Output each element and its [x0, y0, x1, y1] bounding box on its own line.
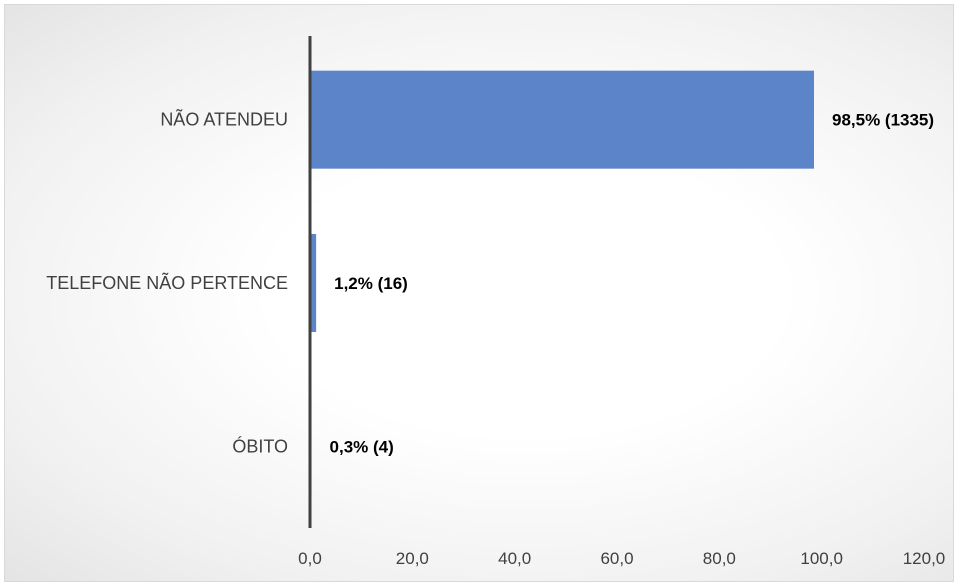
x-tick-label: 60,0: [600, 549, 633, 568]
x-tick-label: 120,0: [903, 549, 946, 568]
data-label: 0,3% (4): [330, 437, 394, 456]
data-label: 98,5% (1335): [832, 111, 934, 130]
bars-layer: [310, 70, 814, 496]
category-label: ÓBITO: [232, 435, 288, 456]
category-label: TELEFONE NÃO PERTENCE: [46, 272, 288, 293]
category-labels: NÃO ATENDEU TELEFONE NÃO PERTENCE ÓBITO: [46, 109, 288, 457]
category-label: NÃO ATENDEU: [160, 109, 288, 130]
bar: [310, 234, 317, 332]
x-tick-label: 80,0: [703, 549, 736, 568]
data-labels: 98,5% (1335) 1,2% (16) 0,3% (4): [330, 111, 935, 457]
x-tick-label: 40,0: [498, 549, 531, 568]
data-label: 1,2% (16): [334, 274, 408, 293]
x-tick-labels: 0,0 20,0 40,0 60,0 80,0 100,0 120,0: [298, 549, 945, 568]
bar: [310, 70, 814, 169]
x-tick-label: 20,0: [396, 549, 429, 568]
x-tick-label: 100,0: [800, 549, 843, 568]
x-tick-label: 0,0: [298, 549, 322, 568]
